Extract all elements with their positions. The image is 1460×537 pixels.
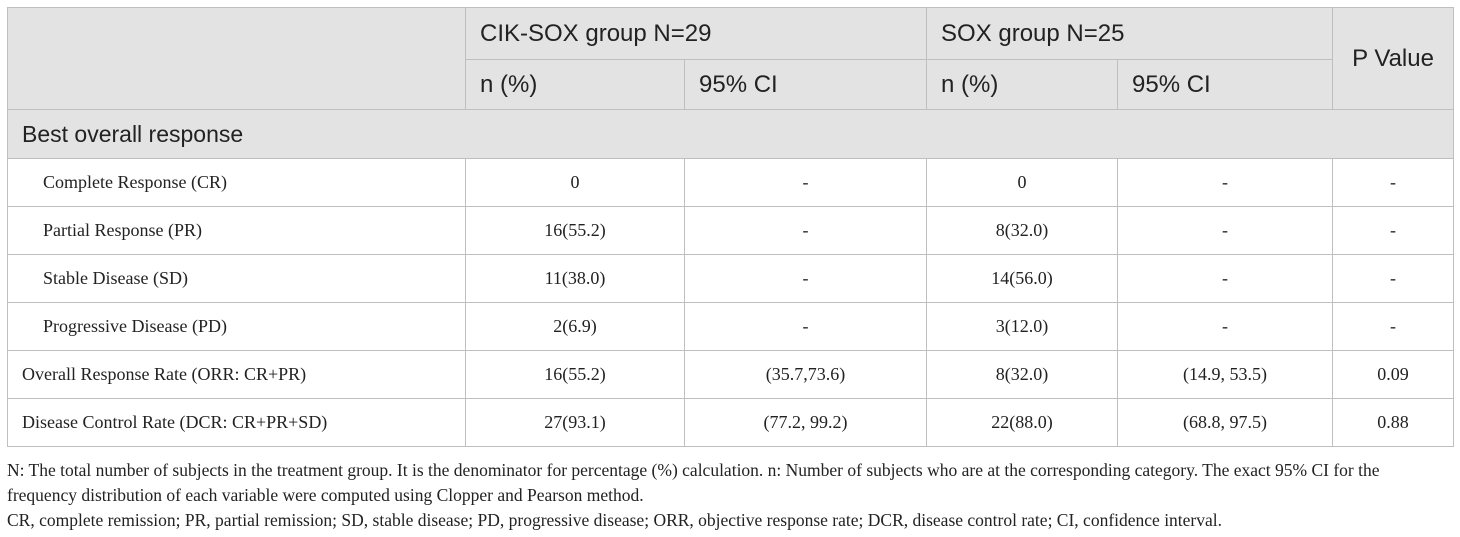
header-group1: CIK-SOX group N=29 bbox=[464, 7, 928, 60]
footnote-abbreviations: CR, complete remission; PR, partial remi… bbox=[7, 510, 1223, 530]
table-row: Complete Response (CR) 0 - 0 - - bbox=[7, 158, 1455, 207]
cell-ci2: (68.8, 97.5) bbox=[1117, 398, 1334, 447]
results-table-container: CIK-SOX group N=29 SOX group N=25 P Valu… bbox=[6, 7, 1455, 447]
cell-ci1: (77.2, 99.2) bbox=[683, 398, 928, 447]
cell-ci2: - bbox=[1117, 254, 1334, 303]
row-label: Partial Response (PR) bbox=[7, 206, 466, 255]
row-label: Disease Control Rate (DCR: CR+PR+SD) bbox=[7, 398, 466, 447]
header-row-1: CIK-SOX group N=29 SOX group N=25 P Valu… bbox=[7, 7, 1455, 110]
cell-ci1: - bbox=[683, 302, 928, 351]
cell-n2: 14(56.0) bbox=[926, 254, 1119, 303]
cell-ci1: - bbox=[683, 254, 928, 303]
cell-n1: 16(55.2) bbox=[465, 206, 685, 255]
cell-n1: 27(93.1) bbox=[465, 398, 685, 447]
cell-p: 0.09 bbox=[1332, 350, 1455, 399]
cell-n2: 8(32.0) bbox=[926, 350, 1119, 399]
header-n-pct-1: n (%) bbox=[465, 59, 685, 110]
section-title: Best overall response bbox=[6, 109, 1455, 159]
cell-ci2: (14.9, 53.5) bbox=[1117, 350, 1334, 399]
table-row: Stable Disease (SD) 11(38.0) - 14(56.0) … bbox=[7, 254, 1455, 303]
cell-n1: 11(38.0) bbox=[465, 254, 685, 303]
row-label: Progressive Disease (PD) bbox=[7, 302, 466, 351]
header-ci-2: 95% CI bbox=[1117, 59, 1334, 110]
header-n-pct-2: n (%) bbox=[926, 59, 1119, 110]
table-row: Progressive Disease (PD) 2(6.9) - 3(12.0… bbox=[7, 302, 1455, 351]
cell-ci1: - bbox=[683, 158, 928, 207]
cell-n2: 3(12.0) bbox=[926, 302, 1119, 351]
cell-p: - bbox=[1332, 158, 1455, 207]
cell-p: 0.88 bbox=[1332, 398, 1455, 447]
cell-ci2: - bbox=[1117, 206, 1334, 255]
section-row: Best overall response bbox=[6, 109, 1455, 159]
header-blank-cell bbox=[7, 7, 466, 110]
cell-n2: 22(88.0) bbox=[926, 398, 1119, 447]
cell-n1: 2(6.9) bbox=[465, 302, 685, 351]
cell-n2: 0 bbox=[926, 158, 1119, 207]
table-row: Partial Response (PR) 16(55.2) - 8(32.0)… bbox=[7, 206, 1455, 255]
cell-n2: 8(32.0) bbox=[926, 206, 1119, 255]
cell-n1: 0 bbox=[465, 158, 685, 207]
table-row: Disease Control Rate (DCR: CR+PR+SD) 27(… bbox=[7, 398, 1455, 447]
cell-p: - bbox=[1332, 254, 1455, 303]
cell-n1: 16(55.2) bbox=[465, 350, 685, 399]
row-label: Overall Response Rate (ORR: CR+PR) bbox=[7, 350, 466, 399]
header-row-2: n (%) 95% CI n (%) 95% CI bbox=[8, 59, 1454, 110]
cell-p: - bbox=[1332, 302, 1455, 351]
cell-p: - bbox=[1332, 206, 1455, 255]
cell-ci1: - bbox=[683, 206, 928, 255]
table-row: Overall Response Rate (ORR: CR+PR) 16(55… bbox=[7, 350, 1455, 399]
footnotes: N: The total number of subjects in the t… bbox=[7, 458, 1453, 533]
header-p-value: P Value bbox=[1332, 7, 1455, 110]
cell-ci1: (35.7,73.6) bbox=[683, 350, 928, 399]
header-group2: SOX group N=25 bbox=[926, 7, 1334, 60]
cell-ci2: - bbox=[1117, 158, 1334, 207]
cell-ci2: - bbox=[1117, 302, 1334, 351]
row-label: Complete Response (CR) bbox=[7, 158, 466, 207]
row-label: Stable Disease (SD) bbox=[7, 254, 466, 303]
header-ci-1: 95% CI bbox=[683, 59, 928, 110]
footnote-definitions: N: The total number of subjects in the t… bbox=[7, 460, 1380, 505]
response-table: CIK-SOX group N=29 SOX group N=25 P Valu… bbox=[6, 7, 1455, 447]
